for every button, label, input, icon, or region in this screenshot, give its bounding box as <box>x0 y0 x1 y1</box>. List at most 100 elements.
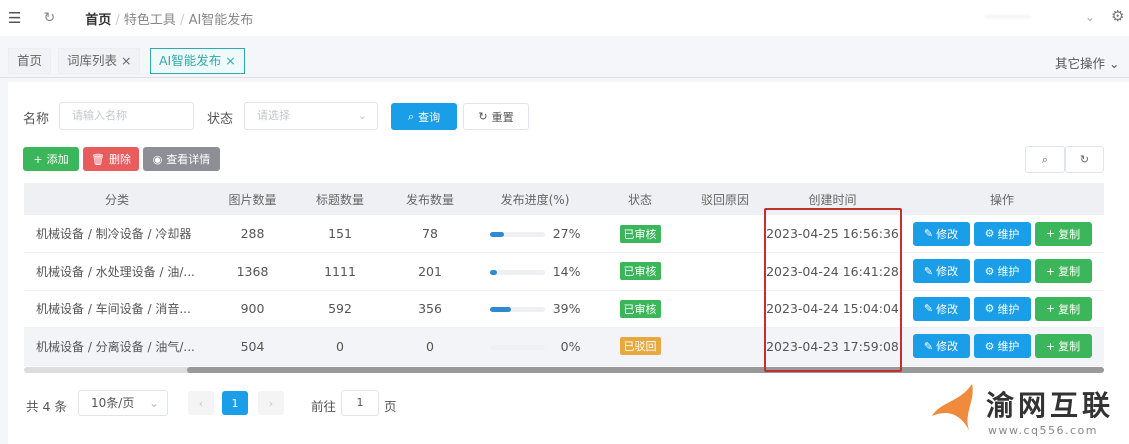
cell-category: 机械设备 / 水处理设备 / 油/... <box>24 252 210 291</box>
scrollbar-thumb[interactable] <box>187 367 1104 373</box>
col-titles: 标题数量 <box>295 183 385 215</box>
prev-page-button[interactable]: ‹ <box>188 391 214 415</box>
view-details-button[interactable]: ◉ 查看详情 <box>143 147 220 171</box>
tab-word-library[interactable]: 词库列表 × <box>58 48 141 74</box>
cell-created: 2023-04-23 17:59:08 <box>765 327 900 366</box>
tab-bar: 首页 词库列表 × AI智能发布 × 其它操作 ⌄ <box>0 44 1129 78</box>
col-category: 分类 <box>24 183 210 215</box>
copy-button[interactable]: + 复制 <box>1034 259 1092 284</box>
status-select[interactable]: 请选择 ⌄ <box>244 102 378 130</box>
breadcrumb-tools[interactable]: 特色工具 <box>123 12 176 28</box>
status-label: 状态 <box>207 112 234 127</box>
edit-label: 修改 <box>936 302 959 316</box>
watermark-url: www.cq556.com <box>988 424 1098 437</box>
tab-label: 首页 <box>17 53 43 68</box>
watermark-logo: 渝网互联 www.cq556.com <box>930 382 1129 444</box>
data-table: 分类 图片数量 标题数量 发布数量 发布进度(%) 状态 驳回原因 创建时间 操… <box>24 183 1104 366</box>
name-input[interactable]: 请输入名称 <box>59 102 194 130</box>
copy-button[interactable]: + 复制 <box>1034 296 1092 321</box>
breadcrumb: 首页 / 特色工具 / AI智能发布 <box>85 12 254 28</box>
progress-text: 39% <box>552 301 581 317</box>
copy-button[interactable]: + 复制 <box>1034 334 1092 359</box>
plus-icon: + <box>1045 264 1056 278</box>
col-reason: 驳回原因 <box>685 183 765 215</box>
other-ops-label: 其它操作 <box>1055 56 1106 71</box>
page-number: 1 <box>231 396 239 410</box>
cell-titles: 0 <box>295 327 385 366</box>
next-page-button[interactable]: › <box>258 391 284 415</box>
user-menu[interactable]: ············ <box>985 10 1031 24</box>
toggle-search-button[interactable]: ⌕ <box>1025 146 1065 173</box>
tab-home[interactable]: 首页 <box>8 48 52 74</box>
col-status: 状态 <box>595 183 685 215</box>
page-1-button[interactable]: 1 <box>222 391 248 415</box>
other-operations-dropdown[interactable]: 其它操作 ⌄ <box>1055 56 1120 71</box>
cell-category: 机械设备 / 制冷设备 / 冷却器 <box>24 215 210 253</box>
maintain-label: 维护 <box>997 265 1020 279</box>
cell-titles: 1111 <box>295 252 385 291</box>
page-size-select[interactable]: 10条/页 ⌄ <box>78 390 168 416</box>
copy-label: 复制 <box>1058 227 1081 241</box>
edit-button[interactable]: ✎ 修改 <box>912 259 970 284</box>
watermark-name: 渝网互联 <box>986 389 1115 422</box>
tab-ai-publish[interactable]: AI智能发布 × <box>150 48 245 74</box>
total-count: 共 4 条 <box>26 399 67 414</box>
cell-category: 机械设备 / 车间设备 / 消音... <box>24 290 210 328</box>
maintain-label: 维护 <box>997 302 1020 316</box>
top-bar: ☰ ↻ 首页 / 特色工具 / AI智能发布 ············ ⌄ ⚙ <box>0 0 1129 36</box>
query-button[interactable]: ⌕ 查询 <box>391 103 457 130</box>
maintain-button[interactable]: ⚙ 维护 <box>973 259 1031 284</box>
copy-label: 复制 <box>1058 340 1081 354</box>
cell-progress: 27% <box>475 215 595 253</box>
goto-value: 1 <box>356 396 364 409</box>
cell-category: 机械设备 / 分离设备 / 油气/... <box>24 327 210 366</box>
close-icon[interactable]: × <box>121 53 132 68</box>
refresh-icon[interactable]: ↻ <box>43 10 56 26</box>
add-button[interactable]: + 添加 <box>23 147 79 171</box>
gear-icon: ⚙ <box>984 227 995 240</box>
chevron-down-icon: ⌄ <box>357 109 367 122</box>
cell-published: 356 <box>385 290 475 328</box>
maintain-label: 维护 <box>997 340 1020 354</box>
maintain-button[interactable]: ⚙ 维护 <box>973 296 1031 321</box>
settings-icon[interactable]: ⚙ <box>1111 7 1125 25</box>
cell-created: 2023-04-24 15:04:04 <box>765 290 900 328</box>
maintain-button[interactable]: ⚙ 维护 <box>973 221 1031 246</box>
edit-button[interactable]: ✎ 修改 <box>912 334 970 359</box>
breadcrumb-current: AI智能发布 <box>188 12 254 28</box>
progress-bar <box>489 269 545 275</box>
refresh-icon: ↻ <box>478 110 488 123</box>
edit-icon: ✎ <box>923 339 934 353</box>
page-size-label: 10条/页 <box>91 396 135 410</box>
plus-icon: + <box>1045 302 1056 316</box>
delete-label: 删除 <box>108 153 131 166</box>
cell-actions: ✎ 修改 ⚙ 维护 + 复制 <box>900 252 1104 291</box>
goto-page-input[interactable]: 1 <box>341 390 379 416</box>
cell-progress: 0% <box>475 327 595 366</box>
edit-icon: ✎ <box>923 264 934 278</box>
cell-actions: ✎ 修改 ⚙ 维护 + 复制 <box>900 290 1104 328</box>
cell-progress: 39% <box>475 290 595 328</box>
goto-label: 前往 <box>311 399 337 414</box>
menu-icon[interactable]: ☰ <box>8 9 22 27</box>
refresh-table-button[interactable]: ↻ <box>1065 146 1104 173</box>
eye-icon: ◉ <box>152 152 163 166</box>
edit-button[interactable]: ✎ 修改 <box>912 221 970 246</box>
cell-created: 2023-04-24 16:41:28 <box>765 252 900 291</box>
cell-reason <box>685 327 765 366</box>
breadcrumb-home[interactable]: 首页 <box>85 12 112 28</box>
horizontal-scrollbar[interactable] <box>24 367 1104 373</box>
gear-icon: ⚙ <box>984 302 995 316</box>
search-icon: ⌕ <box>1041 152 1049 166</box>
col-actions: 操作 <box>900 183 1104 215</box>
progress-bar <box>489 232 545 237</box>
delete-button[interactable]: 🗑 删除 <box>83 147 139 171</box>
close-icon[interactable]: × <box>225 53 236 68</box>
view-label: 查看详情 <box>166 153 211 166</box>
maintain-button[interactable]: ⚙ 维护 <box>973 334 1031 359</box>
edit-icon: ✎ <box>923 302 934 316</box>
copy-button[interactable]: + 复制 <box>1034 221 1092 246</box>
edit-button[interactable]: ✎ 修改 <box>912 296 970 321</box>
edit-label: 修改 <box>936 265 959 279</box>
reset-button[interactable]: ↻ 重置 <box>463 103 529 130</box>
